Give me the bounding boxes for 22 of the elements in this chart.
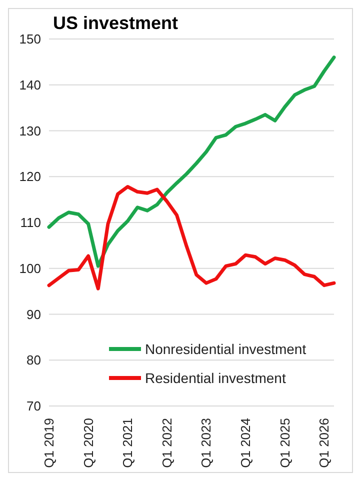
x-tick-label: Q1 2023 <box>198 418 214 468</box>
y-tick-label: 70 <box>26 398 41 414</box>
line-series <box>47 184 336 290</box>
x-tick-label: Q1 2026 <box>316 418 332 468</box>
y-tick-label: 150 <box>19 32 41 47</box>
chart-title: US investment <box>53 13 178 34</box>
y-tick-label: 130 <box>19 123 41 138</box>
y-tick-label: 110 <box>20 215 41 230</box>
x-tick-label: Q1 2025 <box>277 418 292 468</box>
legend-label: Nonresidential investment <box>145 340 306 356</box>
x-tick-label: Q1 2019 <box>42 418 56 468</box>
x-tick-label: Q1 2021 <box>120 418 136 468</box>
x-tick-label: Q1 2022 <box>159 418 174 468</box>
y-tick-label: 80 <box>26 352 41 368</box>
y-tick-label: 140 <box>19 77 41 92</box>
y-tick-label: 90 <box>26 306 41 322</box>
x-tick-label: Q1 2024 <box>238 418 254 468</box>
x-tick-label: Q1 2020 <box>80 418 96 468</box>
line-series <box>47 56 336 268</box>
legend-label: Residential investment <box>145 370 286 386</box>
y-tick-label: 100 <box>19 260 41 276</box>
y-tick-label: 120 <box>19 169 41 184</box>
